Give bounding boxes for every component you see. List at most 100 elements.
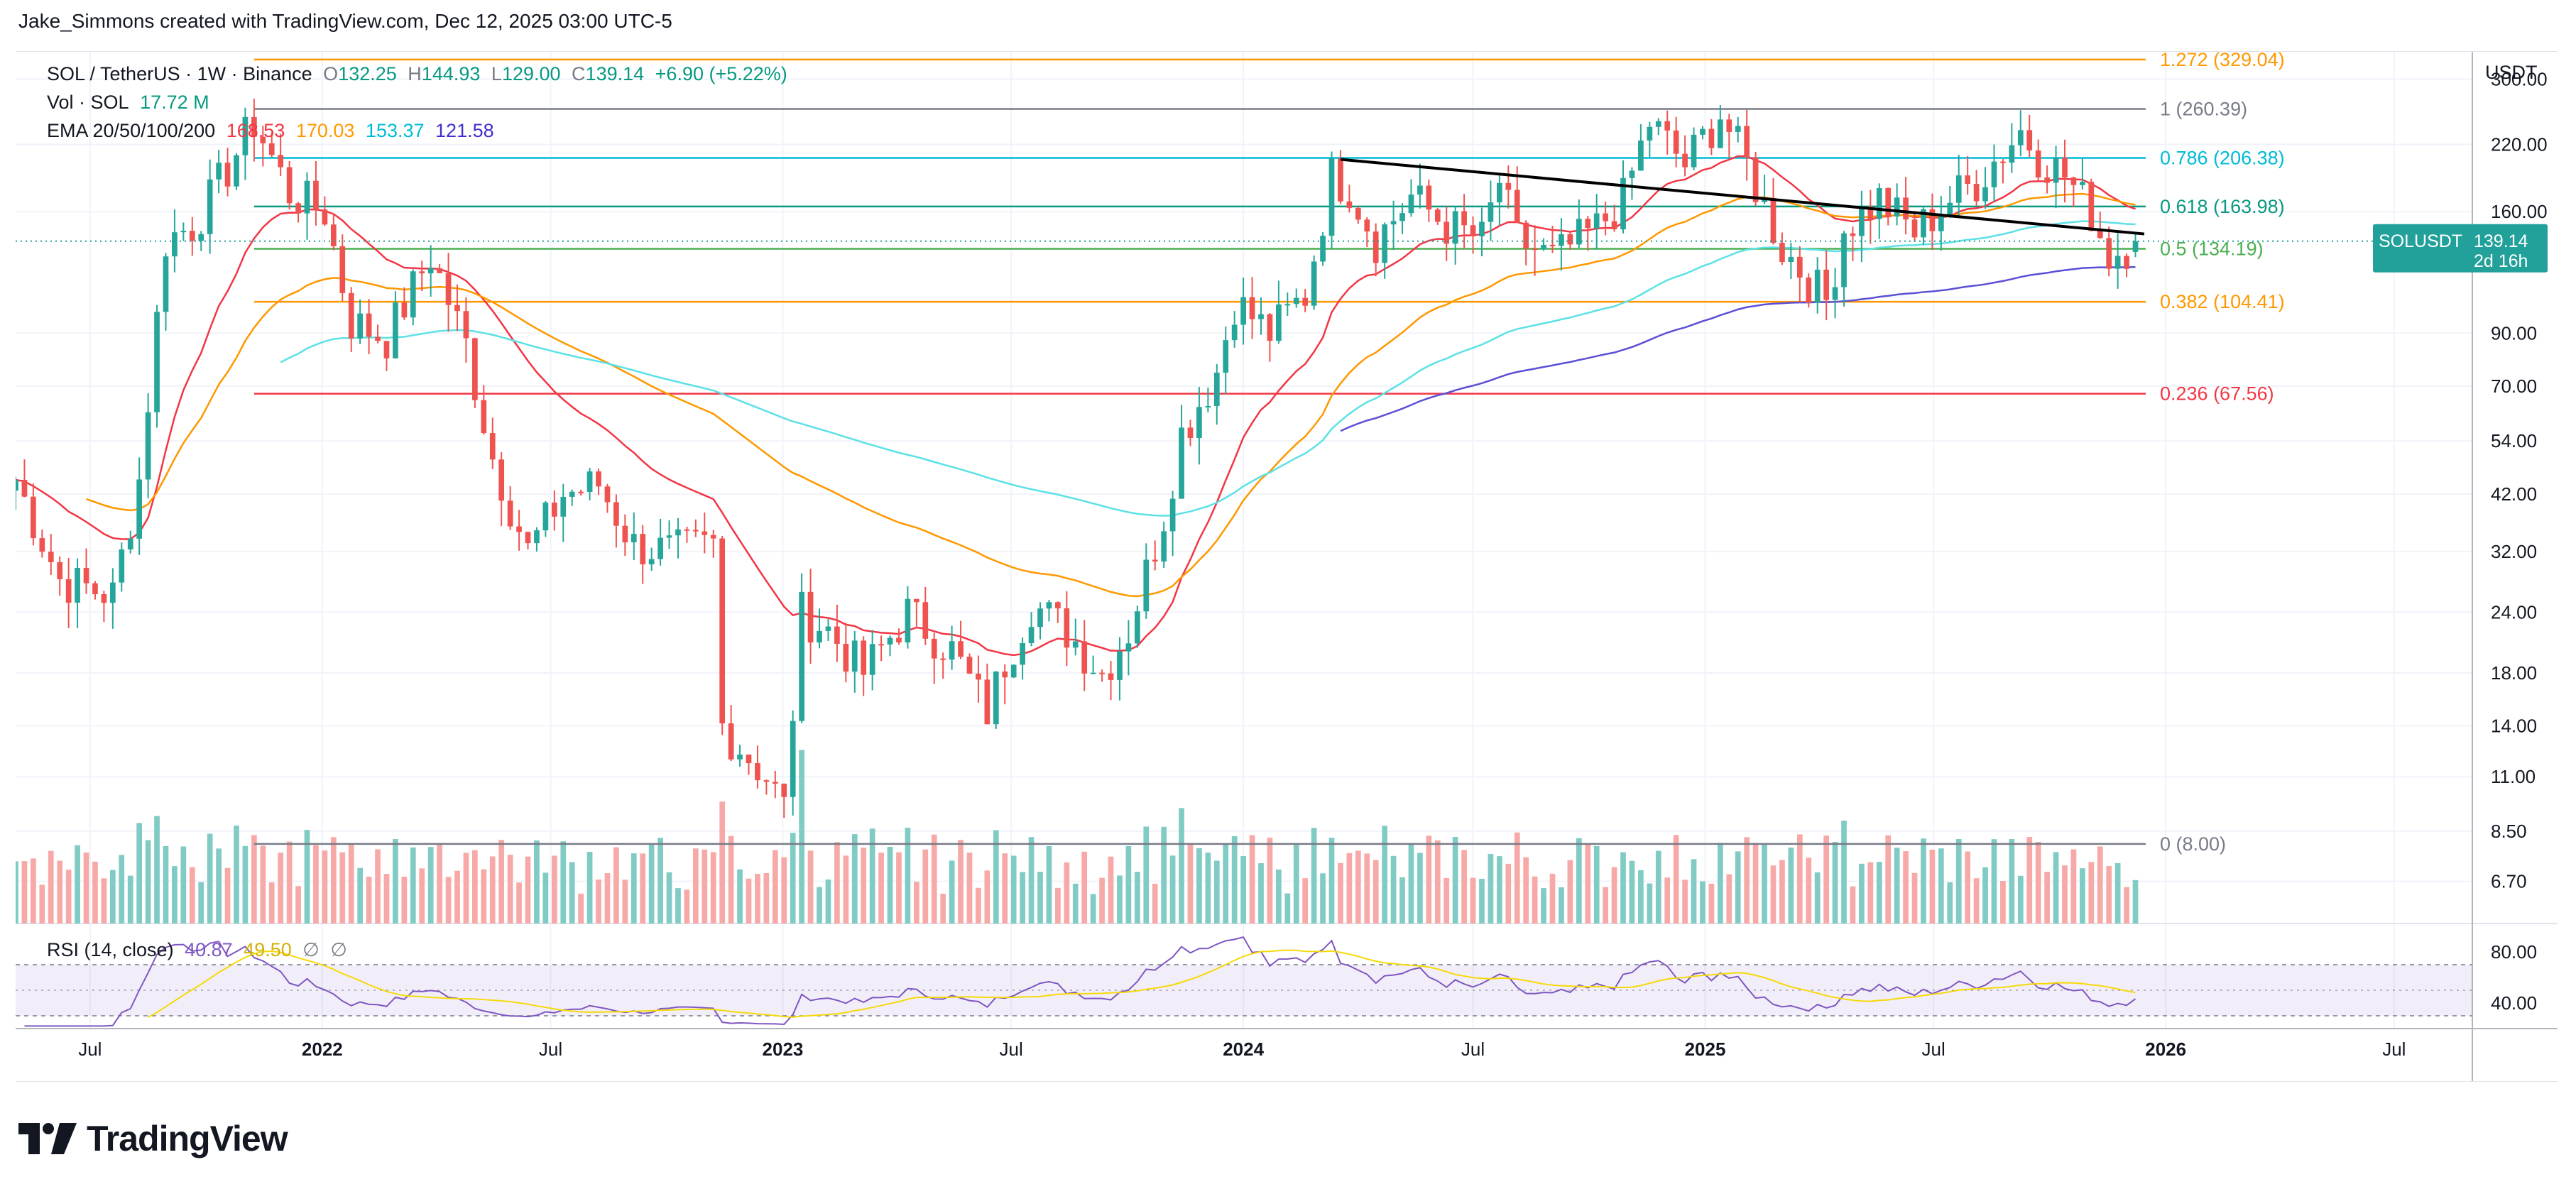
- vol-value: 17.72 M: [140, 92, 209, 113]
- volume-bar: [1700, 881, 1705, 924]
- volume-bar: [1443, 877, 1450, 924]
- vol-label[interactable]: Vol · SOL: [47, 92, 129, 113]
- volume-bar: [993, 830, 999, 924]
- volume-bar: [1372, 860, 1379, 924]
- volume-bar: [2097, 846, 2103, 924]
- volume-bar: [1867, 862, 1874, 924]
- volume-bar: [931, 834, 937, 924]
- candle: [1593, 213, 1600, 229]
- candle: [1417, 185, 1423, 195]
- fib-level-label: 0.618 (163.98): [2160, 196, 2285, 217]
- volume-bar: [1426, 835, 1432, 924]
- candle: [1708, 128, 1715, 148]
- rsi-label[interactable]: RSI (14, close): [47, 939, 174, 960]
- volume-bar: [1603, 887, 1608, 924]
- candle: [1205, 405, 1211, 407]
- ema-legend: EMA 20/50/100/200 168.53 170.03 153.37 1…: [47, 120, 500, 142]
- candle: [851, 640, 858, 672]
- last-price-symbol: SOLUSDT: [2379, 231, 2462, 251]
- candle: [410, 271, 416, 318]
- volume-bar: [551, 855, 557, 924]
- candle: [1664, 121, 1671, 131]
- candle: [1223, 340, 1229, 373]
- candle: [172, 232, 178, 257]
- candle: [92, 583, 98, 595]
- volume-bar: [1213, 860, 1220, 924]
- tradingview-logo[interactable]: TradingView: [18, 1118, 288, 1159]
- price-tick: 8.50: [2491, 821, 2527, 842]
- volume-bar: [1549, 873, 1556, 924]
- candle: [2132, 241, 2139, 252]
- candle: [198, 234, 204, 241]
- volume-bar: [375, 849, 381, 924]
- candle: [234, 155, 239, 187]
- candle: [401, 302, 408, 318]
- symbol-line[interactable]: SOL / TetherUS · 1W · Binance: [47, 63, 312, 84]
- candle: [1647, 126, 1653, 141]
- candle: [1717, 119, 1723, 148]
- candle: [1302, 297, 1309, 306]
- candle: [1955, 175, 1962, 203]
- volume-bar: [127, 875, 133, 924]
- volume-bar: [75, 845, 80, 924]
- volume-bar: [1576, 838, 1582, 924]
- volume-bar: [268, 882, 275, 924]
- candle: [622, 525, 628, 542]
- ema50-line: [86, 192, 2136, 598]
- candle: [154, 312, 160, 412]
- candle: [2053, 157, 2059, 183]
- volume-bar: [684, 889, 690, 924]
- volume-bar: [1991, 839, 1997, 924]
- volume-bar: [516, 882, 522, 924]
- candle: [1328, 158, 1335, 236]
- volume-bar: [1726, 874, 1732, 924]
- volume-bar: [1002, 853, 1008, 924]
- candle: [596, 471, 601, 487]
- candle: [101, 594, 107, 603]
- volume-bar: [1240, 855, 1246, 924]
- volume-bar: [790, 833, 796, 924]
- candle: [692, 530, 699, 532]
- candle: [1426, 185, 1432, 210]
- price-tick: 54.00: [2491, 430, 2537, 451]
- volume-bar: [1108, 856, 1114, 924]
- candle: [1240, 297, 1246, 325]
- candle: [1921, 209, 1926, 238]
- candle: [1744, 126, 1750, 158]
- fib-level-label: 0.5 (134.19): [2160, 239, 2264, 260]
- volume-bar: [1258, 863, 1264, 924]
- rsi-ma-line: [148, 949, 2136, 1019]
- volume-bar: [1593, 845, 1600, 924]
- candle: [48, 552, 54, 562]
- time-tick: Jul: [1461, 1039, 1485, 1060]
- volume-bar: [869, 828, 875, 924]
- candle: [657, 537, 663, 559]
- price-tick: 14.00: [2491, 716, 2537, 737]
- candle: [1399, 213, 1405, 221]
- ema200-line: [1340, 265, 2136, 432]
- candle: [1788, 256, 1794, 263]
- volume-bar: [1559, 887, 1564, 924]
- ema-label[interactable]: EMA 20/50/100/200: [47, 120, 216, 141]
- candle: [1284, 304, 1291, 306]
- volume-bar: [401, 876, 408, 924]
- volume-bar: [817, 887, 822, 924]
- volume-bar: [958, 840, 964, 924]
- candle: [931, 638, 937, 659]
- volume-bar: [596, 880, 601, 924]
- candle: [1443, 221, 1450, 244]
- candle: [242, 116, 249, 155]
- candle: [1002, 672, 1008, 678]
- volume-bar: [949, 860, 955, 924]
- price-chart[interactable]: 1.414 (364.88)1.272 (329.04)1 (260.39)0.…: [16, 52, 2558, 1081]
- chart-area[interactable]: 1.414 (364.88)1.272 (329.04)1 (260.39)0.…: [16, 51, 2558, 1082]
- volume-bar: [1585, 844, 1591, 924]
- volume-bar: [1752, 843, 1759, 924]
- candle: [357, 313, 364, 339]
- candle: [83, 568, 89, 583]
- time-tick: 2026: [2145, 1039, 2186, 1060]
- time-tick: Jul: [539, 1039, 562, 1060]
- volume-bar: [437, 844, 442, 924]
- volume-bar: [1284, 893, 1291, 924]
- volume-bar: [1037, 872, 1043, 924]
